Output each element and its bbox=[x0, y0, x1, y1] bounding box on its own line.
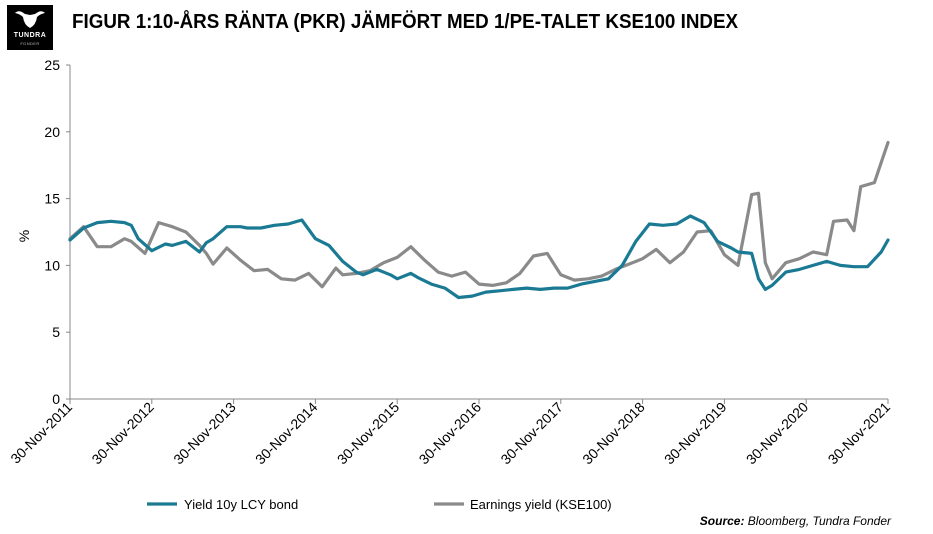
y-tick-label: 5 bbox=[52, 324, 60, 340]
x-tick-label: 30-Nov-2016 bbox=[416, 399, 485, 468]
y-tick-label: 0 bbox=[52, 391, 60, 407]
source-note: Source: Bloomberg, Tundra Fonder bbox=[700, 514, 891, 528]
y-tick-label: 25 bbox=[44, 57, 60, 73]
y-axis-label: % bbox=[16, 230, 32, 242]
x-tick-label: 30-Nov-2013 bbox=[170, 399, 239, 468]
chart-series bbox=[68, 140, 890, 300]
source-text: Bloomberg, Tundra Fonder bbox=[744, 514, 891, 528]
chart-legend: Yield 10y LCY bond Earnings yield (KSE100… bbox=[147, 497, 612, 512]
source-label: Source: bbox=[699, 514, 745, 528]
x-tick-label: 30-Nov-2014 bbox=[252, 399, 321, 468]
bull-head-icon bbox=[15, 11, 45, 29]
x-tick-label: 30-Nov-2012 bbox=[88, 399, 157, 468]
y-tick-label: 10 bbox=[44, 257, 60, 273]
x-tick-label: 30-Nov-2015 bbox=[334, 399, 403, 468]
y-tick-label: 15 bbox=[44, 191, 60, 207]
logo-text: TUNDRA bbox=[13, 32, 47, 39]
x-tick-label: 30-Nov-2019 bbox=[661, 399, 730, 468]
series-line-0 bbox=[68, 214, 890, 300]
x-tick-label: 30-Nov-2017 bbox=[497, 399, 566, 468]
logo-subtext: FONDER bbox=[20, 41, 40, 46]
x-tick-label: 30-Nov-2021 bbox=[825, 399, 894, 468]
legend-label: Yield 10y LCY bond bbox=[184, 497, 298, 512]
x-tick-label: 30-Nov-2018 bbox=[579, 399, 648, 468]
x-tick-label: 30-Nov-2020 bbox=[743, 399, 812, 468]
y-tick-label: 20 bbox=[44, 124, 60, 140]
page-title: FIGUR 1:10-ÅRS RÄNTA (PKR) JÄMFÖRT MED 1… bbox=[72, 11, 739, 33]
legend-label: Earnings yield (KSE100) bbox=[470, 497, 612, 512]
tundra-logo: TUNDRA FONDER bbox=[7, 5, 53, 50]
series-line-1 bbox=[68, 140, 890, 289]
x-tick-label: 30-Nov-2011 bbox=[7, 399, 75, 467]
